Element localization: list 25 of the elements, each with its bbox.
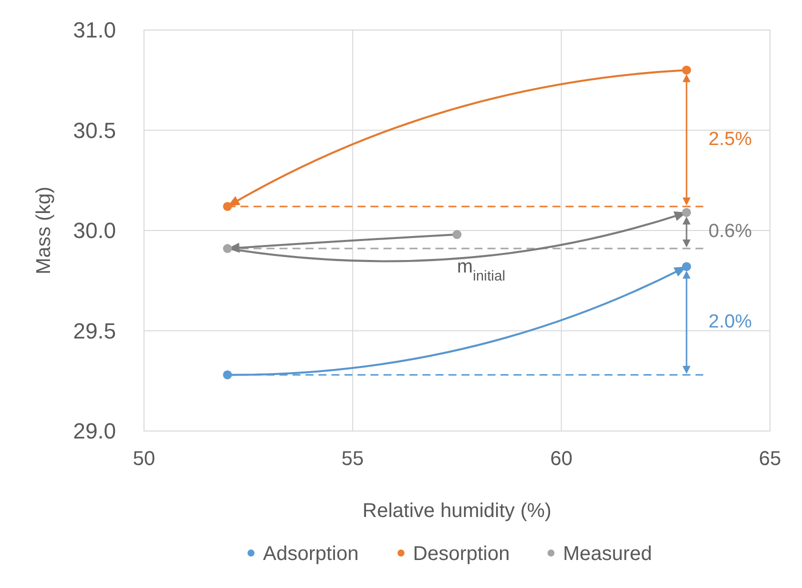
- legend-label: Adsorption: [263, 543, 359, 565]
- point: [222, 202, 232, 211]
- y-tick-label: 30.5: [73, 118, 116, 143]
- point: [682, 208, 692, 217]
- point: [222, 370, 232, 380]
- y-tick-label: 29.5: [73, 318, 116, 344]
- y-axis-title: Mass (kg): [33, 186, 55, 274]
- annotation: m$_{initial}$: [457, 256, 506, 285]
- x-tick-label: 60: [550, 448, 572, 470]
- x-tick-label: 50: [132, 448, 156, 470]
- y-tick-label: 29.0: [73, 418, 116, 444]
- x-axis-title: Relative humidity (%): [362, 500, 552, 522]
- legend-label: Desorption: [413, 543, 510, 565]
- annotation: 0.6%: [708, 221, 752, 242]
- point: [682, 66, 692, 75]
- point: [222, 244, 232, 254]
- annotation: 2.0%: [708, 311, 752, 332]
- y-tick-label: 30.0: [73, 218, 116, 244]
- legend-label: Measured: [563, 543, 652, 565]
- point: [452, 230, 462, 239]
- y-tick-label: 31.0: [73, 18, 116, 43]
- x-tick-label: 55: [342, 448, 364, 470]
- point: [682, 262, 692, 272]
- x-tick-label: 65: [758, 448, 782, 470]
- annotation: 2.5%: [708, 128, 752, 150]
